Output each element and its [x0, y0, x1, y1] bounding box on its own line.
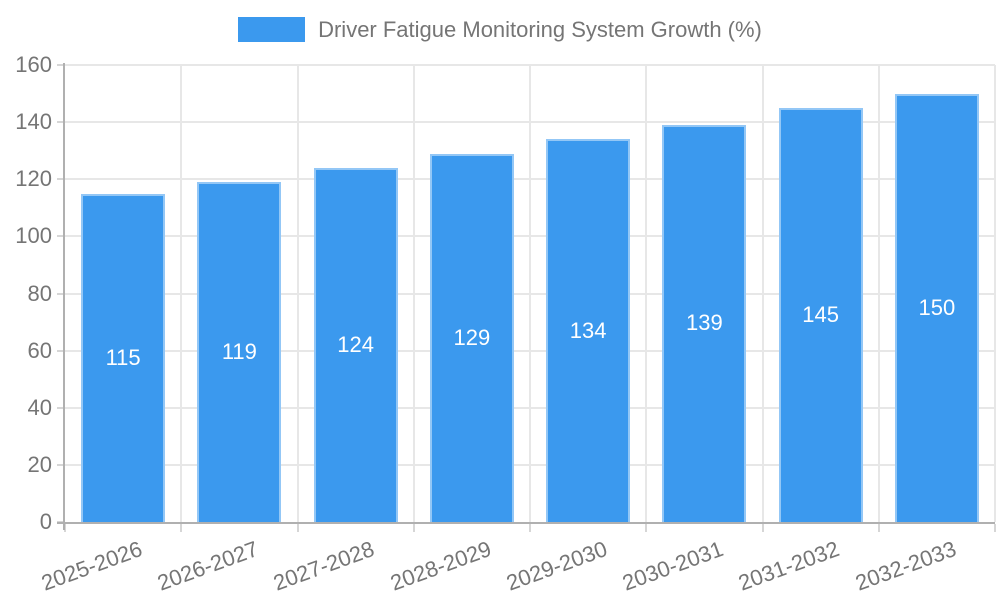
y-tick-label: 100: [15, 223, 52, 249]
gridline-vertical: [761, 65, 764, 522]
bar: [429, 153, 514, 522]
bar-value-label: 115: [105, 344, 141, 370]
gridline-vertical: [412, 65, 415, 522]
bar-value-label: 129: [453, 324, 491, 350]
y-tick-label: 120: [15, 166, 52, 192]
gridline-vertical: [180, 65, 183, 522]
x-axis-tick: [180, 524, 183, 532]
y-axis-tick: [57, 463, 65, 466]
gridline-vertical: [645, 65, 648, 522]
y-axis-line: [63, 63, 65, 530]
bar-value-label: 124: [337, 331, 374, 357]
y-tick-label: 160: [15, 52, 52, 77]
y-tick-label: 80: [27, 280, 52, 306]
x-axis-tick: [994, 524, 996, 532]
x-axis-tick: [877, 524, 880, 532]
x-axis-tick: [761, 524, 764, 532]
x-axis-tick: [64, 524, 66, 532]
bar: [313, 167, 398, 522]
y-tick-label: 40: [27, 394, 52, 420]
y-axis-tick: [57, 64, 65, 66]
bar-value-label: 134: [569, 317, 607, 343]
y-axis-tick: [57, 235, 65, 238]
bar: [662, 124, 747, 522]
x-tick-label: 2029-2030: [502, 536, 611, 596]
x-tick-label: 2032-2033: [851, 536, 960, 596]
y-axis-tick: [57, 178, 65, 181]
chart-legend: Driver Fatigue Monitoring System Growth …: [0, 17, 1000, 42]
x-tick-label: 2026-2027: [154, 536, 262, 596]
gridline-vertical: [994, 65, 996, 522]
bar: [894, 93, 979, 522]
x-axis-tick: [529, 524, 531, 532]
gridline-vertical: [529, 65, 531, 522]
x-tick-label: 2028-2029: [386, 536, 495, 596]
bar-value-label: 139: [686, 310, 723, 336]
bar: [546, 139, 631, 522]
y-axis-tick: [57, 349, 65, 352]
bar-value-label: 150: [918, 294, 956, 320]
x-tick-label: 2025-2026: [37, 536, 146, 596]
bar-value-label: 119: [221, 339, 257, 365]
y-tick-label: 140: [15, 109, 52, 135]
y-tick-label: 20: [27, 451, 52, 477]
x-tick-label: 2030-2031: [619, 536, 727, 596]
legend-swatch: [238, 17, 306, 42]
x-tick-label: 2027-2028: [270, 536, 378, 596]
gridline-vertical: [877, 65, 880, 522]
y-axis-tick: [57, 406, 65, 409]
x-axis-tick: [296, 524, 299, 532]
x-tick-label: 2031-2032: [735, 536, 843, 596]
y-tick-label: 0: [39, 509, 52, 534]
bar: [778, 107, 863, 522]
bar: [81, 193, 166, 522]
x-axis-line: [57, 522, 995, 524]
chart-title: Driver Fatigue Monitoring System Growth …: [318, 17, 762, 42]
x-axis-tick: [412, 524, 415, 532]
bar: [197, 182, 282, 522]
y-axis-tick: [57, 292, 65, 295]
bar-value-label: 145: [802, 301, 839, 327]
y-tick-label: 60: [27, 337, 52, 363]
x-axis-tick: [645, 524, 648, 532]
y-axis-tick: [57, 121, 65, 124]
gridline-vertical: [296, 65, 299, 522]
